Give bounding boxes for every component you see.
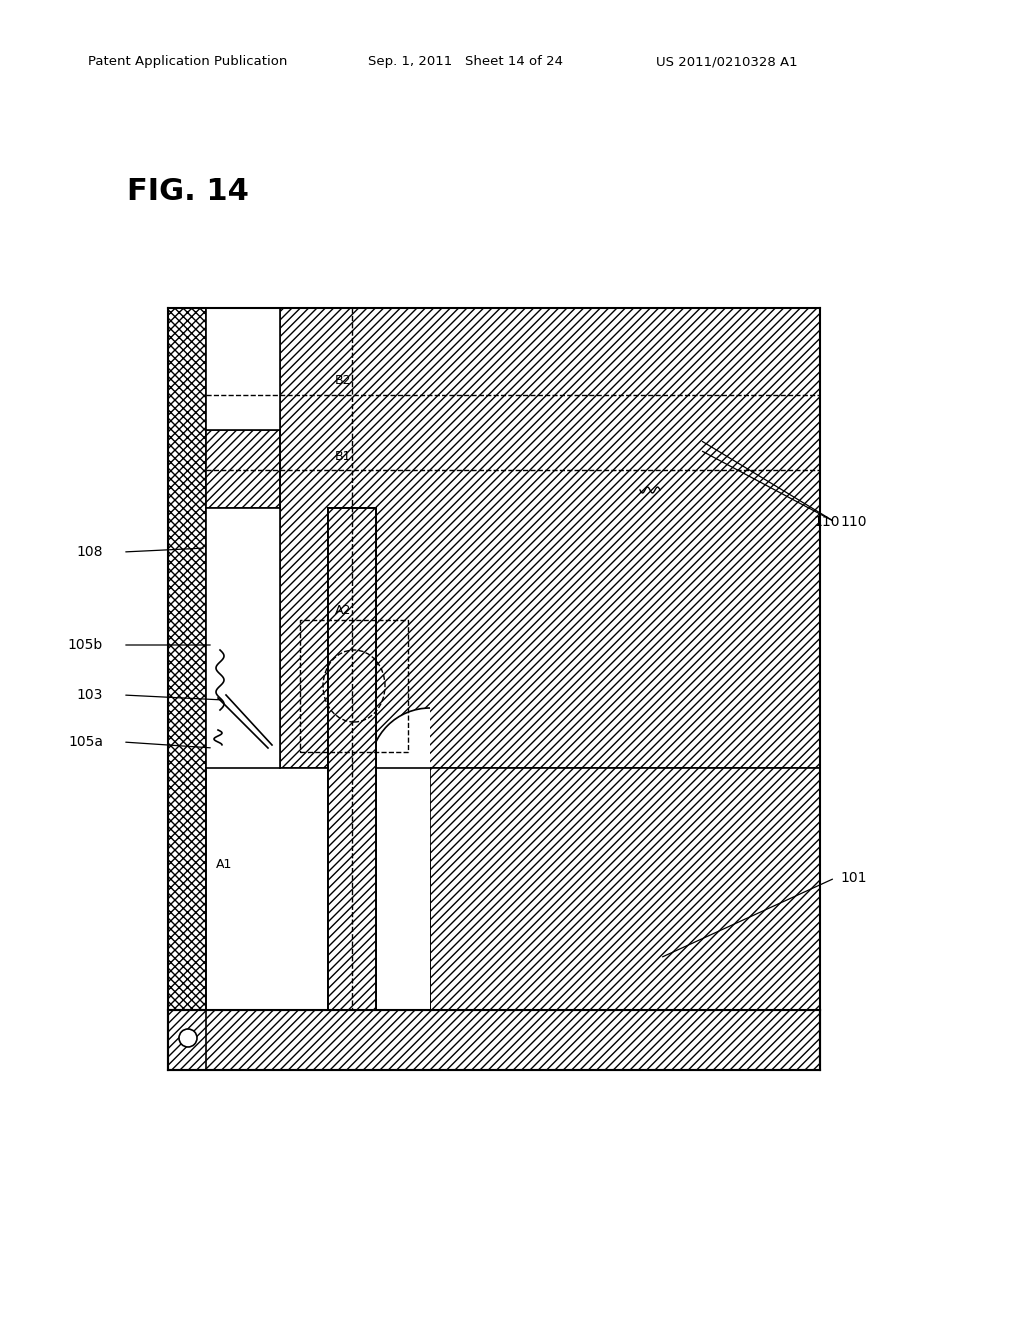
Text: B2: B2 bbox=[335, 374, 351, 387]
Text: US 2011/0210328 A1: US 2011/0210328 A1 bbox=[656, 55, 798, 69]
Text: 101: 101 bbox=[840, 871, 866, 884]
Bar bbox=[206, 508, 280, 768]
Text: 108: 108 bbox=[77, 545, 103, 558]
Text: 105b: 105b bbox=[68, 638, 103, 652]
Bar bbox=[168, 1010, 820, 1071]
Bar bbox=[206, 430, 280, 508]
Circle shape bbox=[179, 1030, 197, 1047]
Text: 110: 110 bbox=[813, 515, 840, 529]
Text: A1: A1 bbox=[216, 858, 232, 871]
Bar bbox=[206, 768, 328, 1010]
Bar bbox=[206, 308, 280, 430]
PathPatch shape bbox=[215, 847, 430, 1010]
Text: A2: A2 bbox=[335, 603, 351, 616]
Bar bbox=[168, 308, 206, 1071]
Text: 103: 103 bbox=[77, 688, 103, 702]
Text: Sep. 1, 2011   Sheet 14 of 24: Sep. 1, 2011 Sheet 14 of 24 bbox=[368, 55, 563, 69]
Bar bbox=[430, 768, 820, 1010]
Text: 105a: 105a bbox=[68, 735, 103, 748]
Text: FIG. 14: FIG. 14 bbox=[127, 177, 249, 206]
Text: B1: B1 bbox=[335, 450, 351, 462]
Bar bbox=[300, 620, 408, 752]
Bar bbox=[376, 768, 430, 1010]
Bar bbox=[206, 768, 430, 1010]
Text: Patent Application Publication: Patent Application Publication bbox=[88, 55, 288, 69]
Text: 110: 110 bbox=[840, 515, 866, 529]
Bar bbox=[328, 508, 376, 1010]
Bar bbox=[328, 508, 376, 1010]
Bar bbox=[280, 308, 820, 768]
Wedge shape bbox=[370, 708, 430, 768]
